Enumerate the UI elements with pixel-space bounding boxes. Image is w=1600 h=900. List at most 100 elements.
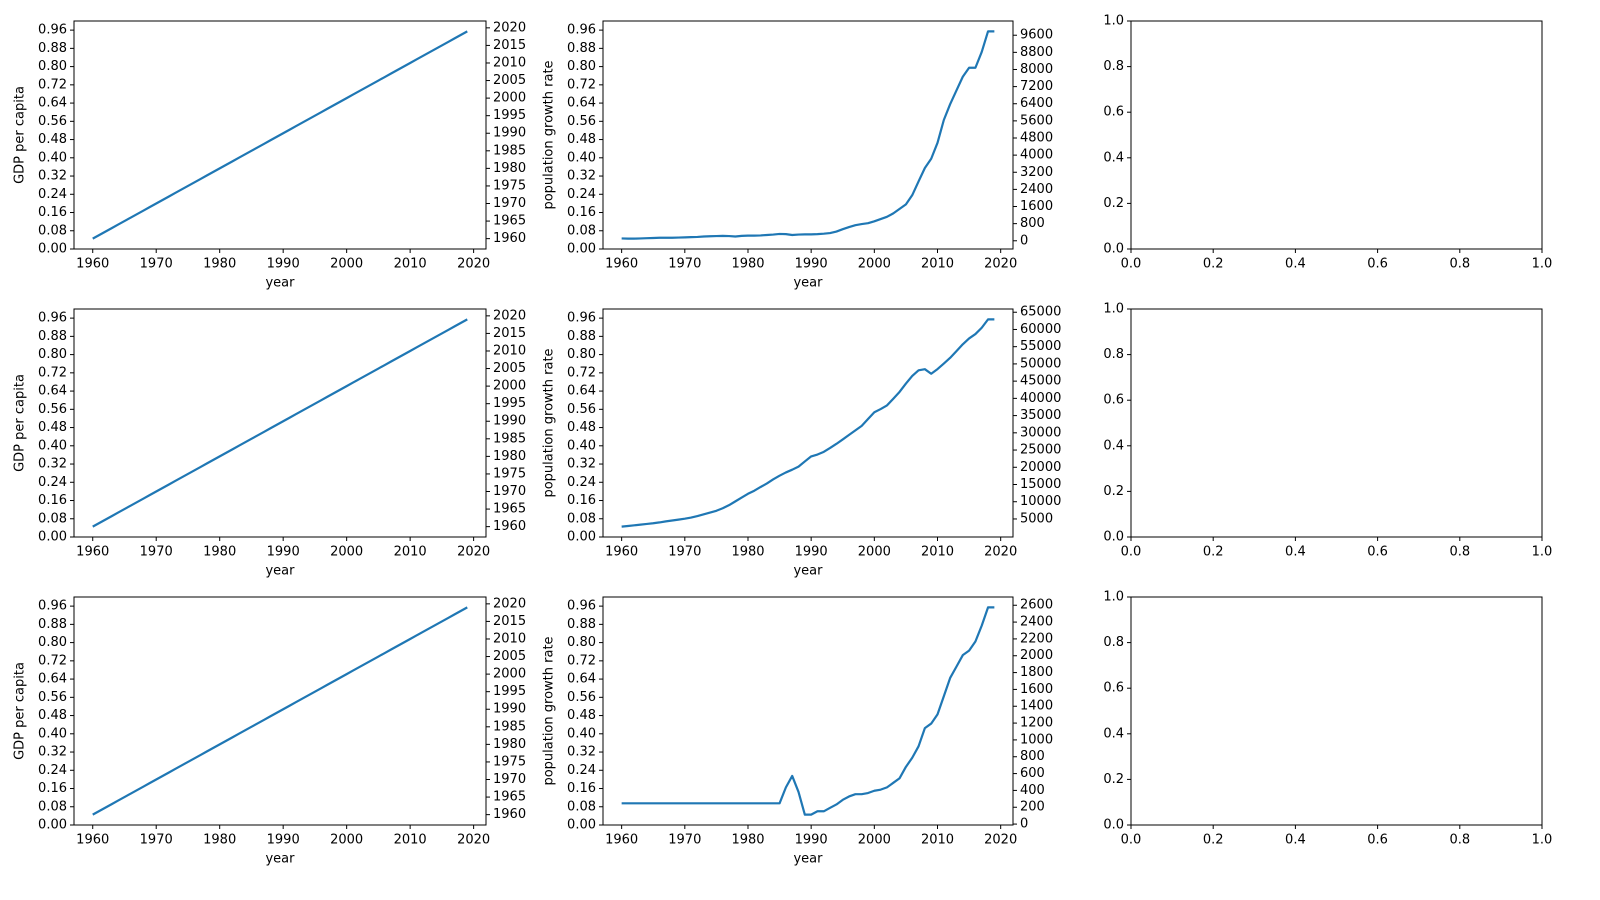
y-tick-label: 0.24 — [38, 187, 67, 202]
y2-tick-label: 50000 — [1020, 356, 1061, 371]
x-tick-label: 2010 — [921, 833, 954, 848]
x-tick-label: 2010 — [394, 545, 427, 560]
y-tick-label: 0.88 — [38, 329, 67, 344]
x-tick-label: 1990 — [795, 257, 828, 272]
x-tick-label: 1960 — [605, 545, 638, 560]
x-tick-label: 1970 — [668, 257, 701, 272]
y-tick-label: 0.16 — [38, 781, 67, 796]
x-tick-label: 1980 — [203, 257, 236, 272]
y-tick-label: 0.40 — [567, 726, 596, 741]
x-tick-label: 1980 — [731, 257, 764, 272]
x-axis-label: year — [793, 276, 823, 291]
x-tick-label: 1.0 — [1532, 545, 1553, 560]
y-tick-label: 0.88 — [567, 617, 596, 632]
y-tick-label: 0.08 — [38, 799, 67, 814]
x-tick-label: 2010 — [921, 257, 954, 272]
x-axis-label: year — [265, 852, 295, 867]
y2-tick-label: 1960 — [493, 231, 526, 246]
y2-tick-label: 1985 — [493, 431, 526, 446]
y2-tick-label: 1000 — [1020, 732, 1053, 747]
y-tick-label: 0.80 — [38, 59, 67, 74]
y2-tick-label: 1975 — [493, 178, 526, 193]
x-tick-label: 2020 — [984, 257, 1017, 272]
y-tick-label: 0.48 — [567, 420, 596, 435]
data-line — [92, 606, 468, 816]
y2-tick-label: 2010 — [493, 343, 526, 358]
y2-tick-label: 1995 — [493, 108, 526, 123]
data-line — [92, 318, 468, 528]
x-tick-label: 1990 — [795, 545, 828, 560]
y-axis-label: GDP per capita — [13, 374, 28, 472]
x-tick-label: 1960 — [76, 833, 109, 848]
y-tick-label: 0.40 — [38, 438, 67, 453]
y-axis-label: GDP per capita — [13, 86, 28, 184]
y2-tick-label: 45000 — [1020, 374, 1061, 389]
y-tick-label: 0.80 — [567, 59, 596, 74]
y-tick-label: 0.00 — [567, 530, 596, 545]
x-tick-label: 1970 — [140, 257, 173, 272]
y-tick-label: 1.0 — [1103, 302, 1124, 317]
y-axis-label: population growth rate — [542, 348, 557, 497]
x-tick-label: 1.0 — [1532, 257, 1553, 272]
y-tick-label: 0.4 — [1103, 438, 1124, 453]
y2-tick-label: 2015 — [493, 38, 526, 53]
x-tick-label: 2000 — [330, 833, 363, 848]
y2-tick-label: 65000 — [1020, 305, 1061, 320]
x-tick-label: 2010 — [921, 545, 954, 560]
y-tick-label: 0.0 — [1103, 242, 1124, 257]
y2-tick-label: 2200 — [1020, 631, 1053, 646]
x-tick-label: 1970 — [140, 545, 173, 560]
y2-tick-label: 2015 — [493, 614, 526, 629]
y2-tick-label: 2000 — [1020, 648, 1053, 663]
x-tick-label: 2020 — [457, 545, 490, 560]
y2-tick-label: 400 — [1020, 783, 1045, 798]
y2-tick-label: 1975 — [493, 754, 526, 769]
y-tick-label: 0.40 — [38, 726, 67, 741]
y2-tick-label: 6400 — [1020, 96, 1053, 111]
x-tick-label: 0.2 — [1203, 545, 1224, 560]
y2-tick-label: 2600 — [1020, 598, 1053, 613]
y2-tick-label: 20000 — [1020, 460, 1061, 475]
y-tick-label: 0.2 — [1103, 196, 1124, 211]
y2-tick-label: 2005 — [493, 73, 526, 88]
y2-tick-label: 7200 — [1020, 79, 1053, 94]
data-line — [92, 30, 468, 240]
x-tick-label: 0.4 — [1285, 833, 1306, 848]
x-tick-label: 0.6 — [1367, 257, 1388, 272]
x-tick-label: 0.2 — [1203, 257, 1224, 272]
x-tick-label: 0.8 — [1449, 257, 1470, 272]
axes-frame — [73, 308, 487, 538]
x-tick-label: 0.4 — [1285, 257, 1306, 272]
y-tick-label: 0.96 — [38, 311, 67, 326]
y-axis-label: GDP per capita — [13, 662, 28, 760]
y-tick-label: 0.24 — [38, 763, 67, 778]
x-tick-label: 1980 — [731, 833, 764, 848]
axes-frame — [602, 596, 1014, 826]
y2-tick-label: 2020 — [493, 308, 526, 323]
y-tick-label: 0.32 — [567, 457, 596, 472]
y2-tick-label: 1970 — [493, 484, 526, 499]
y-tick-label: 0.00 — [38, 530, 67, 545]
y2-tick-label: 60000 — [1020, 322, 1061, 337]
y-tick-label: 0.72 — [38, 77, 67, 92]
y2-tick-label: 1965 — [493, 214, 526, 229]
x-tick-label: 2010 — [394, 833, 427, 848]
y-tick-label: 0.88 — [567, 329, 596, 344]
y2-tick-label: 2005 — [493, 649, 526, 664]
axes-frame — [73, 20, 487, 250]
y2-tick-label: 1980 — [493, 161, 526, 176]
y2-tick-label: 1975 — [493, 466, 526, 481]
y2-tick-label: 4000 — [1020, 148, 1053, 163]
y2-tick-label: 1200 — [1020, 716, 1053, 731]
y2-tick-label: 1600 — [1020, 682, 1053, 697]
axes-frame — [602, 308, 1014, 538]
y-tick-label: 0.24 — [567, 475, 596, 490]
y2-tick-label: 5600 — [1020, 113, 1053, 128]
y-tick-label: 0.40 — [38, 150, 67, 165]
y-tick-label: 0.4 — [1103, 726, 1124, 741]
y-tick-label: 0.00 — [38, 242, 67, 257]
y-tick-label: 0.08 — [567, 799, 596, 814]
axes-frame — [1130, 596, 1543, 826]
y2-tick-label: 2010 — [493, 631, 526, 646]
